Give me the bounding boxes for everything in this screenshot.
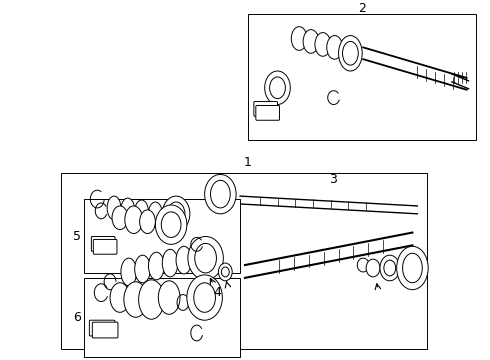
Ellipse shape — [121, 258, 137, 286]
Ellipse shape — [110, 283, 130, 312]
Ellipse shape — [139, 280, 164, 319]
Bar — [84, 199, 240, 273]
Ellipse shape — [121, 198, 135, 222]
Ellipse shape — [303, 30, 319, 53]
Ellipse shape — [167, 202, 185, 226]
Text: 1: 1 — [244, 156, 252, 169]
FancyBboxPatch shape — [254, 102, 277, 116]
Ellipse shape — [339, 36, 362, 71]
Ellipse shape — [148, 252, 164, 280]
Ellipse shape — [155, 205, 187, 244]
Ellipse shape — [148, 202, 162, 226]
FancyBboxPatch shape — [91, 237, 115, 251]
Bar — [201, 285, 235, 301]
Ellipse shape — [140, 210, 155, 234]
Ellipse shape — [107, 196, 121, 220]
Ellipse shape — [188, 237, 223, 280]
Text: 2: 2 — [358, 3, 366, 15]
Ellipse shape — [135, 255, 150, 283]
Bar — [84, 278, 240, 357]
Ellipse shape — [194, 283, 216, 312]
Ellipse shape — [327, 36, 343, 59]
Ellipse shape — [124, 282, 147, 317]
FancyBboxPatch shape — [92, 322, 118, 338]
Ellipse shape — [315, 33, 331, 56]
Ellipse shape — [380, 255, 400, 281]
Ellipse shape — [343, 41, 358, 65]
Text: 3: 3 — [329, 173, 337, 186]
Ellipse shape — [135, 200, 148, 224]
Ellipse shape — [403, 253, 422, 283]
Ellipse shape — [176, 246, 192, 274]
Ellipse shape — [205, 175, 236, 214]
Bar — [248, 14, 476, 140]
FancyBboxPatch shape — [89, 320, 115, 336]
Ellipse shape — [366, 259, 380, 277]
Ellipse shape — [195, 243, 217, 273]
Ellipse shape — [219, 263, 232, 281]
Text: 4: 4 — [214, 286, 221, 299]
Ellipse shape — [162, 196, 190, 231]
Ellipse shape — [112, 206, 128, 230]
Ellipse shape — [187, 275, 222, 320]
Ellipse shape — [265, 71, 290, 104]
Ellipse shape — [161, 212, 181, 238]
Text: 5: 5 — [73, 230, 80, 243]
FancyBboxPatch shape — [256, 105, 279, 120]
Ellipse shape — [211, 180, 230, 208]
Ellipse shape — [125, 206, 143, 234]
Ellipse shape — [397, 246, 428, 290]
Ellipse shape — [158, 281, 180, 314]
Bar — [61, 174, 427, 349]
Ellipse shape — [291, 27, 307, 50]
Text: 6: 6 — [73, 311, 80, 324]
Ellipse shape — [162, 249, 178, 277]
Ellipse shape — [270, 77, 285, 99]
Ellipse shape — [384, 260, 396, 276]
FancyBboxPatch shape — [93, 239, 117, 254]
Ellipse shape — [221, 267, 229, 277]
